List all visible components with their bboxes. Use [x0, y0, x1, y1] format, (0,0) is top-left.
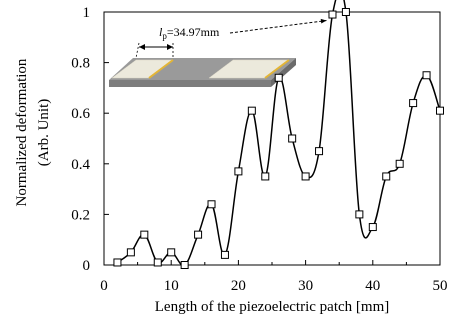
- data-point-marker: [328, 10, 337, 19]
- x-tick-label: 50: [433, 278, 448, 294]
- x-axis-title: Length of the piezoelectric patch [mm]: [155, 299, 389, 315]
- data-point-marker: [315, 147, 324, 156]
- data-point-marker: [113, 258, 122, 267]
- x-tick-label: 40: [365, 278, 380, 294]
- data-point-marker: [288, 134, 297, 143]
- data-point-marker: [126, 248, 135, 257]
- annotation-arrowhead: [320, 18, 327, 24]
- y-tick-label: 0: [83, 258, 91, 274]
- data-point-marker: [395, 159, 404, 168]
- x-tick-label: 30: [298, 278, 313, 294]
- data-point-marker: [234, 167, 243, 176]
- dimension-arrowhead-left: [139, 44, 145, 50]
- y-tick-label: 0.8: [71, 56, 90, 72]
- data-point-marker: [301, 172, 310, 181]
- data-point-marker: [220, 250, 229, 259]
- data-point-marker: [167, 248, 176, 257]
- data-point-marker: [274, 73, 283, 82]
- data-point-marker: [422, 71, 431, 80]
- data-point-marker: [341, 8, 350, 16]
- data-point-marker: [207, 200, 216, 209]
- annotation-layer: lp=34.97mm: [159, 18, 327, 41]
- data-point-marker: [153, 258, 162, 267]
- y-axis-unit: (Arb. Unit): [36, 99, 52, 167]
- annotation-leader-line: [229, 20, 327, 34]
- annotation-symbol: l: [159, 25, 163, 39]
- dimension-extension-left: [135, 42, 140, 59]
- x-tick-label: 0: [100, 278, 108, 294]
- data-point-marker: [382, 172, 391, 181]
- y-tick-label: 0.2: [71, 207, 90, 223]
- plot-frame: [103, 11, 441, 266]
- data-point-marker: [180, 261, 189, 269]
- data-point-marker: [140, 230, 149, 239]
- x-tick-label: 20: [231, 278, 246, 294]
- patch-length-annotation: lp=34.97mm: [159, 25, 220, 41]
- data-point-marker: [261, 172, 270, 181]
- piezo-patch-inset-illustration: [109, 42, 296, 87]
- data-point-marker: [194, 230, 203, 239]
- axes: 0 10 20 30 40 50 0 0.2 0.4 0.6 0.8 1: [71, 5, 447, 294]
- y-tick-label: 1: [83, 5, 91, 21]
- plate-front-side: [109, 80, 271, 87]
- data-point-marker: [368, 223, 377, 232]
- annotation-subscript: p: [162, 31, 167, 41]
- left-patch-electrode-edge: [148, 59, 174, 79]
- y-tick-label: 0.6: [71, 106, 90, 122]
- dimension-arrowhead-right: [167, 44, 173, 50]
- y-tick-label: 0.4: [71, 157, 90, 173]
- right-patch-electrode-edge: [264, 59, 290, 79]
- data-point-marker: [355, 210, 364, 219]
- annotation-value: =34.97mm: [167, 25, 220, 39]
- data-point-marker: [247, 106, 256, 115]
- series-layer: [113, 0, 444, 269]
- x-tick-label: 10: [164, 278, 179, 294]
- data-point-marker: [436, 106, 444, 115]
- data-point-marker: [409, 99, 418, 108]
- y-axis-title: Normalized deformation: [14, 58, 30, 206]
